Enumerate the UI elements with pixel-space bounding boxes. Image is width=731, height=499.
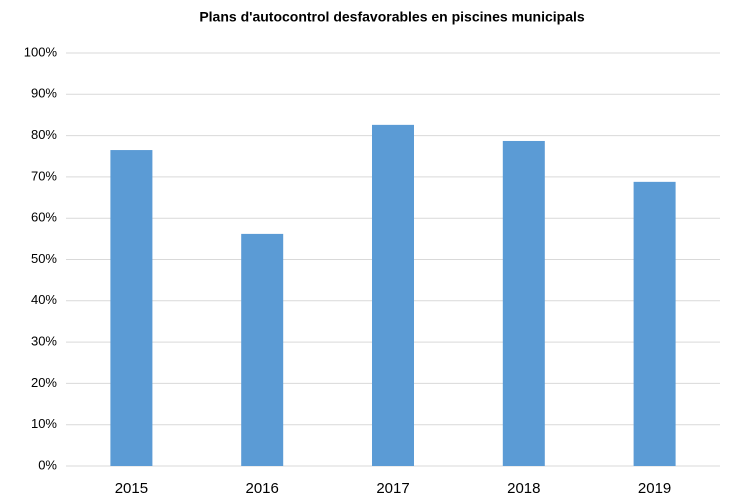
bar — [633, 181, 676, 466]
x-tick-label: 2017 — [376, 480, 409, 497]
bar — [502, 140, 545, 466]
y-tick-label: 30% — [31, 334, 57, 349]
y-tick-label: 10% — [31, 416, 57, 431]
y-tick-label: 20% — [31, 375, 57, 390]
bar — [372, 124, 414, 466]
y-tick-label: 0% — [38, 457, 57, 472]
bar — [110, 150, 153, 466]
y-tick-label: 90% — [31, 86, 57, 101]
y-tick-label: 40% — [31, 292, 57, 307]
y-tick-label: 50% — [31, 251, 57, 266]
y-tick-label: 70% — [31, 168, 57, 183]
y-tick-label: 80% — [31, 127, 57, 142]
bar — [241, 233, 284, 466]
chart-title: Plans d'autocontrol desfavorables en pis… — [199, 9, 585, 25]
x-tick-label: 2015 — [115, 480, 148, 497]
x-tick-label: 2016 — [246, 480, 279, 497]
x-tick-label: 2018 — [507, 480, 540, 497]
y-tick-label: 100% — [24, 44, 58, 59]
x-tick-label: 2019 — [638, 480, 671, 497]
y-tick-label: 60% — [31, 210, 57, 225]
